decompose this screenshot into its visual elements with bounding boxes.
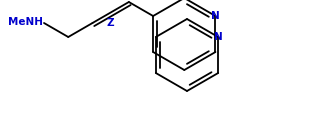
Text: Z: Z [107, 18, 115, 29]
Text: N: N [214, 32, 223, 42]
Text: MeNH: MeNH [8, 17, 43, 27]
Text: N: N [211, 11, 220, 21]
